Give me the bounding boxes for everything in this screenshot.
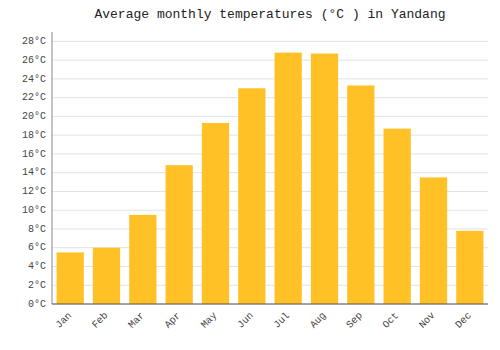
grid-line (52, 97, 488, 98)
y-tick-label: 10°C (22, 205, 46, 216)
y-tick-label: 8°C (28, 224, 46, 235)
bar (129, 215, 156, 304)
y-axis-line (52, 32, 53, 304)
bar (57, 252, 84, 304)
y-tick-label: 6°C (28, 242, 46, 253)
bar (420, 177, 447, 304)
chart: Average monthly temperatures (°C ) in Ya… (0, 0, 500, 350)
bar (166, 165, 193, 304)
grid-line (52, 78, 488, 79)
y-tick-label: 0°C (28, 299, 46, 310)
x-tick-label: Mar (126, 310, 147, 331)
grid-line (52, 135, 488, 136)
bar (275, 53, 302, 304)
bar (238, 88, 265, 304)
x-tick-label: May (199, 310, 220, 331)
bar (456, 231, 483, 304)
x-axis-line (52, 304, 488, 305)
x-tick-label: Jan (54, 310, 75, 331)
x-tick-label: Feb (90, 310, 111, 331)
y-tick-label: 16°C (22, 149, 46, 160)
x-tick-label: Apr (163, 310, 184, 331)
x-tick-label: Dec (453, 310, 474, 331)
grid-line (52, 41, 488, 42)
grid-line (52, 153, 488, 154)
y-tick-label: 2°C (28, 280, 46, 291)
x-tick-label: Sep (344, 310, 365, 331)
y-tick-label: 24°C (22, 74, 46, 85)
y-tick-label: 20°C (22, 111, 46, 122)
y-tick-label: 14°C (22, 167, 46, 178)
bar (384, 129, 411, 304)
bar (202, 123, 229, 304)
bar (311, 54, 338, 304)
bar (93, 248, 120, 304)
y-tick-label: 4°C (28, 261, 46, 272)
grid (52, 41, 488, 304)
y-tick-label: 26°C (22, 55, 46, 66)
y-tick-label: 12°C (22, 186, 46, 197)
grid-line (52, 304, 488, 305)
x-tick-label: Nov (417, 310, 438, 331)
grid-line (52, 116, 488, 117)
x-tick-label: Oct (381, 310, 402, 331)
grid-line (52, 60, 488, 61)
title: Average monthly temperatures (°C ) in Ya… (94, 7, 445, 22)
x-tick-label: Aug (308, 310, 329, 331)
x-tick-label: Jul (272, 310, 293, 331)
y-tick-label: 18°C (22, 130, 46, 141)
y-tick-label: 28°C (22, 36, 46, 47)
bars (57, 53, 484, 304)
bar (347, 85, 374, 304)
grid-line (52, 172, 488, 173)
x-tick-label: Jun (235, 310, 256, 331)
y-tick-label: 22°C (22, 92, 46, 103)
